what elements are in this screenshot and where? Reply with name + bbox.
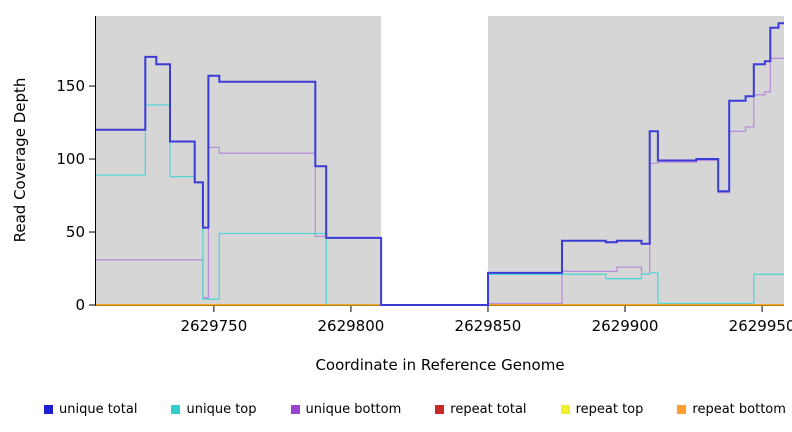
legend-item-unique-top: unique top bbox=[171, 402, 257, 417]
x-tick-label: 2629800 bbox=[318, 317, 385, 335]
x-tick-label: 2629750 bbox=[180, 317, 247, 335]
legend-swatch-icon bbox=[44, 405, 53, 414]
legend-item-repeat-top: repeat top bbox=[560, 402, 644, 417]
legend-label: unique bottom bbox=[305, 402, 402, 417]
y-axis-label: Read Coverage Depth bbox=[11, 77, 29, 243]
x-tick-label: 2629850 bbox=[455, 317, 522, 335]
legend-swatch-icon bbox=[171, 405, 181, 414]
x-axis-label: Coordinate in Reference Genome bbox=[315, 356, 565, 374]
legend-item-unique-total: unique total bbox=[44, 402, 137, 417]
series-unique-bottom bbox=[96, 57, 784, 306]
legend-swatch-icon bbox=[677, 405, 687, 414]
no-data-gap bbox=[381, 16, 488, 305]
legend-item-repeat-total: repeat total bbox=[435, 402, 527, 417]
series-unique-total bbox=[96, 22, 784, 306]
legend: unique total unique top unique bottom repea… bbox=[44, 402, 786, 417]
y-tick-label: 150 bbox=[56, 77, 85, 95]
x-tick-label: 2629950 bbox=[729, 317, 792, 335]
legend-item-repeat-bottom: repeat bottom bbox=[677, 402, 786, 417]
y-tick-label: 100 bbox=[56, 150, 85, 168]
y-tick-label: 50 bbox=[66, 223, 85, 241]
legend-swatch-icon bbox=[435, 405, 445, 414]
y-tick-label: 0 bbox=[75, 296, 85, 314]
legend-label: repeat top bbox=[575, 402, 644, 417]
legend-swatch-icon bbox=[560, 405, 570, 414]
legend-label: repeat bottom bbox=[692, 402, 786, 417]
legend-label: unique total bbox=[59, 402, 138, 417]
legend-swatch-icon bbox=[290, 405, 300, 414]
legend-label: unique top bbox=[186, 402, 257, 417]
legend-item-unique-bottom: unique bottom bbox=[290, 402, 402, 417]
legend-label: repeat total bbox=[450, 402, 527, 417]
x-tick-label: 2629900 bbox=[592, 317, 659, 335]
